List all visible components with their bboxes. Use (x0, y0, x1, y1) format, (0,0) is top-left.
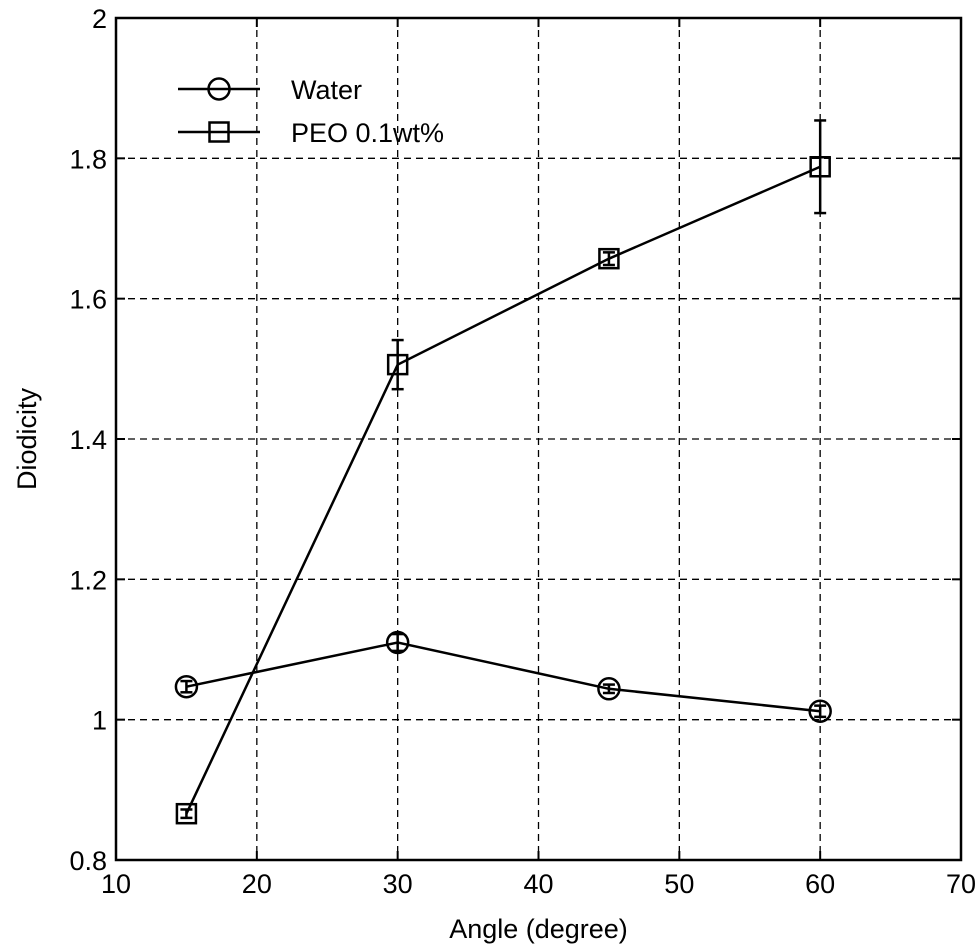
y-tick-label: 1.4 (69, 425, 107, 455)
legend-marker-square (208, 121, 230, 143)
y-axis-title: Diodicity (12, 387, 42, 490)
legend-label: Water (291, 75, 362, 105)
series-line (186, 641, 821, 713)
grid (116, 18, 961, 860)
x-tick-label: 20 (242, 869, 272, 899)
x-tick-label: 40 (523, 869, 553, 899)
y-tick-label: 1.6 (69, 285, 107, 315)
legend-label: PEO 0.1wt% (291, 118, 444, 148)
data-point (808, 699, 832, 723)
x-tick-label: 10 (101, 869, 131, 899)
data-point (809, 156, 831, 178)
x-tick-label: 50 (664, 869, 694, 899)
data-point (385, 630, 410, 655)
x-axis-title: Angle (degree) (449, 914, 628, 944)
x-tick-label: 60 (805, 869, 835, 899)
legend: Water PEO 0.1wt% (178, 75, 444, 148)
y-tick-label: 2 (92, 4, 107, 34)
data-point (174, 674, 199, 699)
data-point (597, 677, 621, 701)
series-square (175, 119, 831, 825)
data-point (386, 353, 409, 376)
axis-ticks: 10 20 30 40 50 60 70 0.8 1 1.2 1.4 1.6 1.8 2 (69, 4, 976, 899)
series-circle (174, 630, 832, 723)
y-tick-label: 1 (92, 706, 107, 736)
data-point (175, 802, 198, 825)
legend-marker-circle (207, 77, 231, 101)
y-tick-label: 1.2 (69, 565, 107, 595)
y-tick-label: 1.8 (69, 144, 107, 174)
x-tick-label: 30 (383, 869, 413, 899)
series-layer (174, 119, 832, 825)
series-line (185, 165, 821, 815)
data-point (598, 247, 620, 270)
x-tick-label: 70 (946, 869, 976, 899)
y-tick-label: 0.8 (69, 846, 107, 876)
